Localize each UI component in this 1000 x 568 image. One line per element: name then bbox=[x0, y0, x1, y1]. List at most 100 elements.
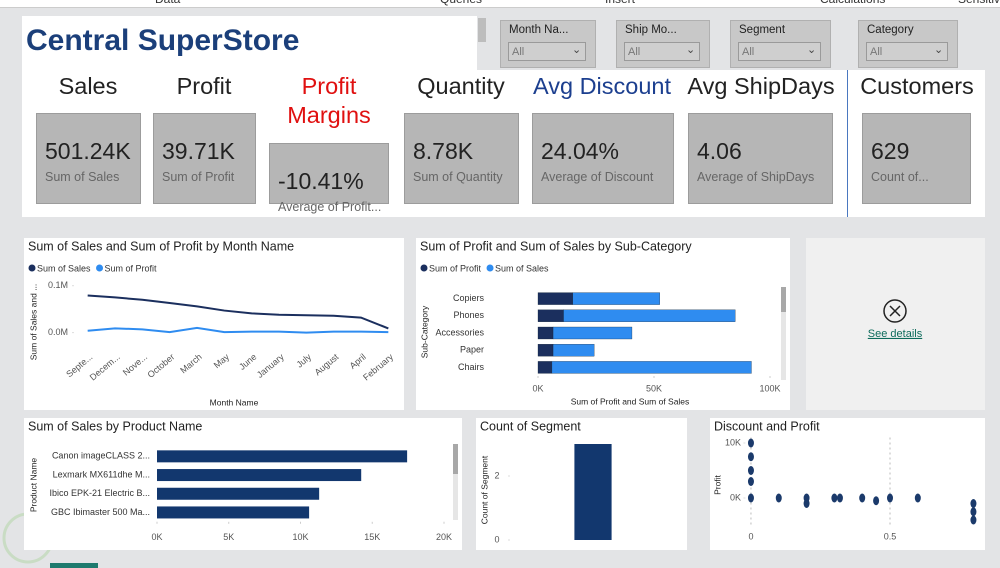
slicer-label: Category bbox=[867, 24, 914, 36]
x-tick-label: 20K bbox=[436, 532, 452, 542]
kpi-caption: Average of ShipDays bbox=[697, 170, 815, 184]
slicer-dropdown[interactable] bbox=[866, 42, 948, 61]
x-tick-label: 0 bbox=[748, 531, 753, 541]
line-series bbox=[87, 294, 389, 330]
point bbox=[775, 493, 782, 503]
chart-title: Discount and Profit bbox=[714, 419, 820, 433]
chart-panel bbox=[416, 238, 790, 410]
kpi-card bbox=[688, 113, 833, 204]
slicer-dropdown[interactable] bbox=[738, 42, 821, 61]
bar-segment bbox=[537, 326, 554, 340]
kpi-value: 629 bbox=[871, 138, 910, 164]
point bbox=[747, 466, 754, 475]
separator bbox=[847, 70, 848, 217]
x-tick-label: 10K bbox=[292, 532, 308, 542]
legend-marker bbox=[28, 264, 36, 272]
y-tick-label: 0K bbox=[730, 492, 741, 502]
details-link[interactable]: See details bbox=[868, 328, 923, 340]
close-icon bbox=[883, 299, 907, 323]
y-axis-label: Count of Segment bbox=[479, 455, 489, 524]
chart-title: Sum of Profit and Sum of Sales by Sub-Ca… bbox=[420, 239, 692, 253]
legend-label: Sum of Profit bbox=[105, 263, 158, 273]
details-card bbox=[806, 238, 985, 410]
kpi-card bbox=[532, 113, 674, 204]
point bbox=[803, 499, 810, 508]
kpi-caption: Sum of Profit bbox=[162, 170, 235, 184]
x-tick-label: 0.5 bbox=[884, 531, 897, 541]
kpi-card bbox=[269, 143, 389, 204]
y-tick-label: Ibico EPK-21 Electric B... bbox=[49, 488, 150, 498]
point bbox=[970, 507, 977, 517]
kpi-caption: Average of Discount bbox=[541, 170, 654, 184]
scrollbar bbox=[478, 18, 486, 42]
point bbox=[873, 496, 880, 506]
kpi-caption: Sum of Sales bbox=[45, 170, 120, 184]
menu-item[interactable]: Sensitiv bbox=[958, 0, 1000, 6]
point bbox=[970, 499, 977, 508]
menu-item[interactable]: Insert bbox=[605, 0, 635, 6]
kpi-value: 39.71K bbox=[162, 138, 235, 164]
menu-item[interactable]: Queries bbox=[440, 0, 482, 6]
kpi-value: 24.04% bbox=[541, 138, 620, 164]
kpi-title: Sales bbox=[58, 73, 118, 99]
menu-bar bbox=[0, 0, 1000, 8]
kpi-caption: Count of... bbox=[871, 170, 929, 184]
bar-segment bbox=[537, 292, 573, 305]
kpi-value: 8.78K bbox=[413, 138, 474, 164]
chart-panel bbox=[24, 418, 462, 550]
chart-panel bbox=[24, 238, 404, 410]
y-tick-label: Chairs bbox=[458, 362, 485, 372]
y-tick-label: GBC Ibimaster 500 Ma... bbox=[51, 507, 150, 517]
title-box: Central SuperStore bbox=[22, 16, 477, 70]
kpi-value: 4.06 bbox=[697, 138, 742, 164]
x-tick-label: 0K bbox=[532, 383, 543, 393]
point bbox=[747, 477, 754, 486]
menu-item[interactable]: Calculations bbox=[820, 0, 885, 6]
x-axis-label: Sum of Profit and Sum of Sales bbox=[571, 396, 690, 406]
y-tick-label: Canon imageCLASS 2... bbox=[52, 451, 150, 461]
menu-item[interactable]: Data bbox=[155, 0, 180, 6]
scrollbar-thumb bbox=[453, 444, 458, 474]
scrollbar bbox=[453, 444, 458, 520]
y-tick-label: Paper bbox=[460, 345, 484, 355]
x-tick-label: 100K bbox=[759, 383, 780, 393]
point bbox=[970, 515, 977, 525]
point bbox=[831, 493, 838, 503]
kpi-title: Quantity bbox=[417, 73, 505, 99]
point bbox=[747, 452, 754, 462]
x-tick-label: 50K bbox=[646, 383, 662, 393]
y-tick-label: 10K bbox=[725, 437, 741, 447]
slicer-label: Month Na... bbox=[509, 24, 569, 36]
page-tab bbox=[50, 563, 98, 568]
y-axis-label: Product Name bbox=[28, 458, 38, 513]
y-tick-label: 0 bbox=[494, 534, 499, 544]
point bbox=[836, 493, 843, 503]
kpi-card bbox=[153, 113, 256, 204]
bar bbox=[157, 450, 408, 463]
y-tick-label: 0.1M bbox=[48, 280, 68, 290]
kpi-card bbox=[404, 113, 519, 204]
y-axis-label: Sub-Category bbox=[419, 305, 429, 358]
slicer-value: All bbox=[512, 46, 525, 58]
point bbox=[747, 493, 754, 503]
scrollbar-thumb bbox=[781, 287, 786, 312]
chart-title: Sum of Sales and Sum of Profit by Month … bbox=[28, 239, 294, 253]
bar-segment bbox=[563, 309, 736, 322]
chevron: ⌄ bbox=[934, 44, 944, 56]
point bbox=[914, 493, 921, 503]
y-tick-label: 0.0M bbox=[48, 327, 68, 337]
kpi-title: Avg ShipDays bbox=[687, 73, 835, 99]
kpi-value: 501.24K bbox=[45, 138, 131, 164]
slicer-dropdown[interactable] bbox=[508, 42, 586, 61]
scrollbar bbox=[781, 287, 786, 380]
slicer-value: All bbox=[742, 46, 755, 58]
slicer-label: Segment bbox=[739, 24, 786, 36]
chevron: ⌄ bbox=[807, 44, 817, 56]
bar bbox=[574, 444, 612, 540]
slicer-dropdown[interactable] bbox=[624, 42, 700, 61]
x-axis-label: Month Name bbox=[210, 397, 259, 407]
bar bbox=[157, 506, 310, 519]
bar bbox=[157, 487, 320, 500]
